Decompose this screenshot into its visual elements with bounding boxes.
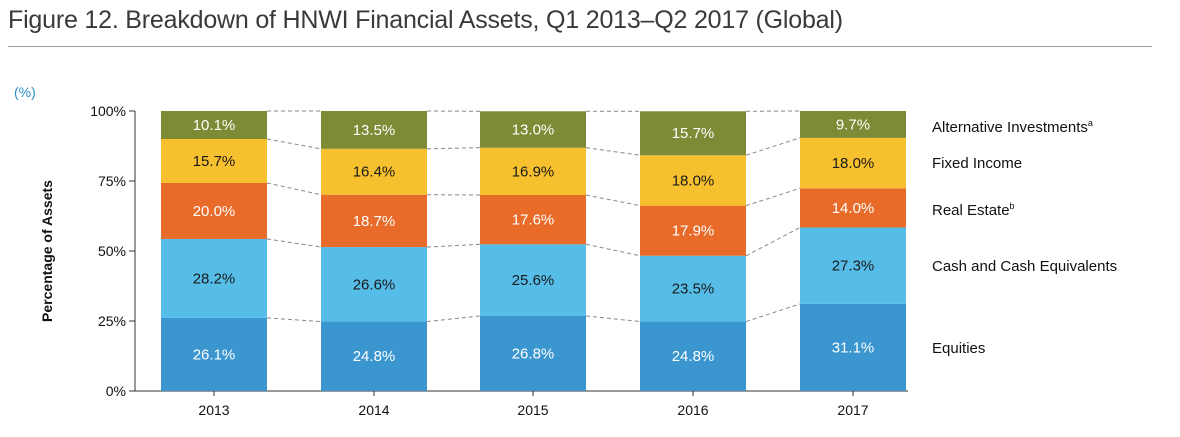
bar-segment [480,315,586,391]
bar-segment [640,255,746,322]
bar-segment [161,238,267,318]
bar-segment [800,137,906,189]
bar-segment [480,147,586,195]
data-label: 28.2% [193,270,236,287]
bar-segment [480,111,586,148]
connector-line [266,238,322,248]
legend-label: Alternative Investmentsa [932,118,1093,136]
x-tick-label: 2017 [837,402,868,418]
data-label: 10.1% [193,117,236,134]
legend-label-text: Real Estate [932,202,1010,219]
bar-segment [800,227,906,304]
data-label: 13.0% [512,121,555,138]
bar-segment [800,188,906,228]
connector-line [585,147,641,156]
connector-line [266,317,322,323]
data-label: 27.3% [832,258,875,275]
legend-footnote-marker: a [1088,118,1093,128]
y-axis-title: Percentage of Assets [39,180,55,322]
data-label: 13.5% [353,122,396,139]
bar-segment [321,321,427,391]
bar-segment [161,139,267,183]
data-label: 17.9% [672,223,715,240]
data-label: 26.6% [353,276,396,293]
legend-label-text: Cash and Cash Equivalents [932,258,1117,275]
bar-segment [161,182,267,239]
connector-line [745,187,801,207]
connector-line [745,303,801,323]
data-label: 16.4% [353,164,396,181]
x-tick-label: 2014 [358,402,389,418]
x-tick-label: 2016 [677,402,708,418]
legend-label: Real Estateb [932,201,1015,219]
connector-line [585,243,641,257]
data-label: 18.0% [672,172,715,189]
bar-segment [161,317,267,391]
bar-segment [800,111,906,138]
connector-line [745,227,801,257]
data-label: 14.0% [832,200,875,217]
data-label: 20.0% [193,203,236,220]
legend-label: Equities [932,340,985,357]
data-label: 15.7% [193,153,236,170]
data-label: 26.1% [193,346,236,363]
legend-label-text: Alternative Investments [932,119,1088,136]
connector-line [426,147,481,150]
connector-line [585,315,641,323]
y-tick-label: 50% [98,243,126,259]
connector-line [426,243,481,248]
bar-segment [321,111,427,149]
data-label: 25.6% [512,272,555,289]
bar-segment [480,244,586,316]
y-tick-label: 25% [98,313,126,329]
legend-label: Cash and Cash Equivalents [932,258,1117,275]
connector-line [426,315,481,323]
data-label: 24.8% [353,348,396,365]
connector-line [266,182,322,196]
x-tick-label: 2015 [517,402,548,418]
x-tick-label: 2013 [198,402,229,418]
legend-label-text: Equities [932,340,985,357]
y-tick-label: 100% [90,103,126,119]
data-label: 23.5% [672,281,715,298]
bar-segment [321,194,427,248]
data-label: 15.7% [672,125,715,142]
legend-label: Fixed Income [932,155,1022,172]
data-label: 16.9% [512,163,555,180]
data-label: 18.0% [832,155,875,172]
legend-label-text: Fixed Income [932,155,1022,172]
data-label: 31.1% [832,339,875,356]
data-label: 24.8% [672,348,715,365]
y-tick-label: 0% [106,383,126,399]
connector-line [266,138,322,150]
title-divider [8,46,1152,47]
data-label: 17.6% [512,212,555,229]
y-tick-label: 75% [98,173,126,189]
bar-segment [640,111,746,156]
unit-label: (%) [14,84,36,100]
data-label: 18.7% [353,213,396,230]
chart-title: Figure 12. Breakdown of HNWI Financial A… [8,6,843,34]
connector-line [745,137,801,156]
legend-footnote-marker: b [1010,201,1015,211]
connector-line [585,194,641,207]
bar-segment [800,303,906,391]
bar-segment [640,205,746,256]
bar-segment [480,195,586,245]
bar-segment [640,321,746,391]
data-label: 9.7% [836,116,870,133]
bar-segment [161,111,267,139]
bar-segment [640,155,746,206]
data-label: 26.8% [512,345,555,362]
bar-segment [321,247,427,322]
bar-segment [321,148,427,195]
